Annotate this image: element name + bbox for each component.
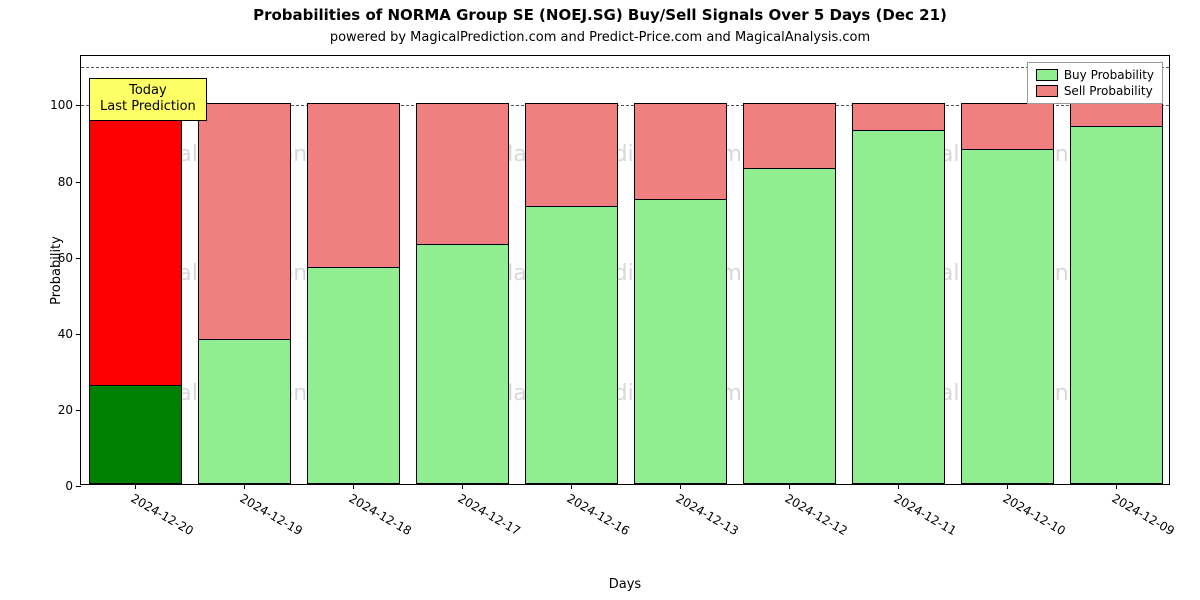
bar-group: 2024-12-09: [1070, 54, 1164, 484]
x-tick-mark: [571, 484, 572, 489]
x-tick-label: 2024-12-18: [347, 491, 414, 538]
y-tick-mark: [76, 334, 81, 335]
buy-bar: [852, 130, 946, 484]
y-tick-mark: [76, 258, 81, 259]
legend-swatch: [1036, 69, 1058, 81]
x-tick-label: 2024-12-20: [129, 491, 196, 538]
x-tick-mark: [353, 484, 354, 489]
buy-bar: [198, 339, 292, 484]
y-tick-mark: [76, 410, 81, 411]
buy-bar: [1070, 126, 1164, 484]
plot-area: Buy Probability Sell Probability Today La…: [80, 55, 1170, 485]
buy-bar: [634, 199, 728, 484]
buy-bar: [961, 149, 1055, 484]
x-tick-label: 2024-12-19: [238, 491, 305, 538]
x-tick-label: 2024-12-09: [1110, 491, 1177, 538]
buy-bar: [525, 206, 619, 484]
bar-group: 2024-12-19: [198, 54, 292, 484]
legend-swatch: [1036, 85, 1058, 97]
x-tick-mark: [898, 484, 899, 489]
today-annotation: Today Last Prediction: [89, 78, 207, 121]
x-tick-label: 2024-12-17: [456, 491, 523, 538]
x-axis-label: Days: [80, 577, 1170, 592]
legend-item: Buy Probability: [1036, 67, 1154, 83]
x-tick-mark: [462, 484, 463, 489]
y-tick-mark: [76, 105, 81, 106]
buy-bar: [416, 244, 510, 484]
today-annotation-line1: Today: [100, 83, 196, 99]
y-axis-label: Probability: [49, 236, 64, 305]
x-tick-mark: [1007, 484, 1008, 489]
y-tick-mark: [76, 182, 81, 183]
bar-group: 2024-12-12: [743, 54, 837, 484]
x-tick-mark: [135, 484, 136, 489]
bar-group: 2024-12-11: [852, 54, 946, 484]
y-tick-mark: [76, 486, 81, 487]
chart-subtitle: powered by MagicalPrediction.com and Pre…: [0, 30, 1200, 45]
bar-group: 2024-12-16: [525, 54, 619, 484]
bar-group: 2024-12-17: [416, 54, 510, 484]
x-tick-label: 2024-12-10: [1001, 491, 1068, 538]
today-annotation-line2: Last Prediction: [100, 99, 196, 115]
x-tick-mark: [789, 484, 790, 489]
chart-title: Probabilities of NORMA Group SE (NOEJ.SG…: [0, 6, 1200, 24]
bar-group: 2024-12-13: [634, 54, 728, 484]
x-tick-label: 2024-12-13: [674, 491, 741, 538]
legend-label: Buy Probability: [1064, 68, 1154, 82]
x-tick-mark: [244, 484, 245, 489]
legend-item: Sell Probability: [1036, 83, 1154, 99]
bar-group: 2024-12-10: [961, 54, 1055, 484]
legend: Buy Probability Sell Probability: [1027, 62, 1163, 104]
x-tick-label: 2024-12-16: [565, 491, 632, 538]
buy-bar: [307, 267, 401, 484]
buy-bar: [89, 385, 183, 484]
x-tick-label: 2024-12-11: [892, 491, 959, 538]
bar-group: 2024-12-18: [307, 54, 401, 484]
chart-container: Probabilities of NORMA Group SE (NOEJ.SG…: [0, 0, 1200, 600]
legend-label: Sell Probability: [1064, 84, 1153, 98]
buy-bar: [743, 168, 837, 484]
x-tick-mark: [680, 484, 681, 489]
x-tick-mark: [1116, 484, 1117, 489]
x-tick-label: 2024-12-12: [783, 491, 850, 538]
